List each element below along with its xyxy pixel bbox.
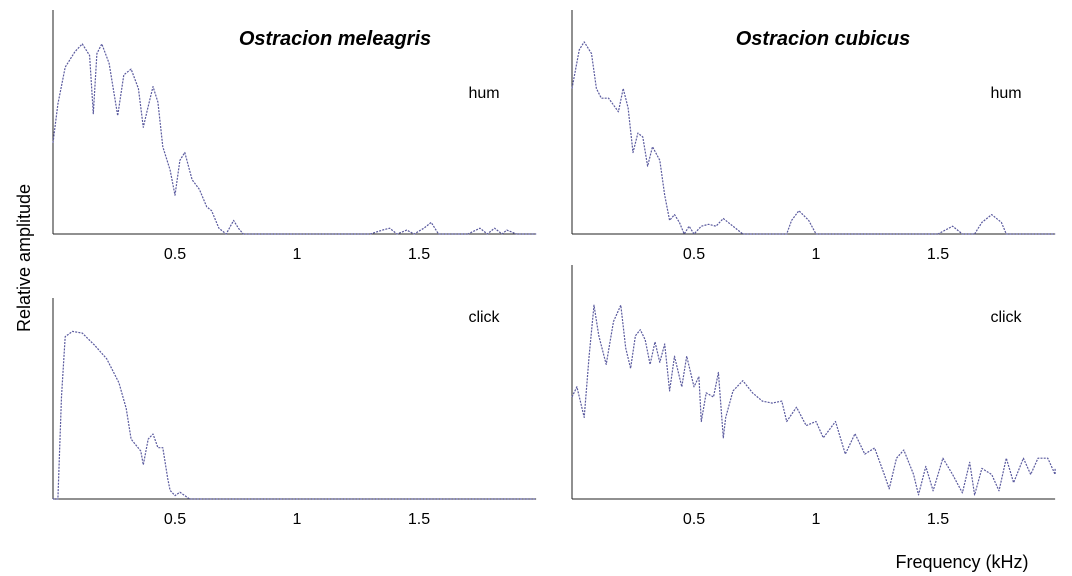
spectrum-line xyxy=(571,304,1056,496)
x-tick-label: 1.5 xyxy=(927,246,949,263)
x-tick-label: 1.5 xyxy=(408,511,430,528)
panel-label: click xyxy=(990,309,1022,326)
x-tick-label: 1.5 xyxy=(927,511,949,528)
panel-meleagris-click: click 0.5 1 1.5 xyxy=(52,298,537,528)
panel-title: Ostracion meleagris xyxy=(239,28,431,50)
x-tick-label: 0.5 xyxy=(164,511,186,528)
panel-label: hum xyxy=(468,85,499,102)
spectrum-line xyxy=(53,330,537,500)
panel-label: click xyxy=(468,309,500,326)
x-tick-label: 0.5 xyxy=(164,246,186,263)
x-tick-label: 0.5 xyxy=(683,246,705,263)
x-tick-label: 1 xyxy=(293,511,302,528)
panel-cubicus-hum: Ostracion cubicus hum 0.5 1 1.5 xyxy=(571,10,1056,263)
panel-title: Ostracion cubicus xyxy=(736,28,911,50)
x-tick-label: 1 xyxy=(293,246,302,263)
x-tick-label: 1.5 xyxy=(408,246,430,263)
panel-meleagris-hum: Ostracion meleagris hum 0.5 1 1.5 xyxy=(52,10,537,263)
x-tick-label: 1 xyxy=(812,246,821,263)
x-axis-title: Frequency (kHz) xyxy=(895,552,1028,572)
panel-label: hum xyxy=(990,85,1021,102)
x-tick-label: 1 xyxy=(812,511,821,528)
y-axis-title: Relative amplitude xyxy=(14,184,34,332)
spectrum-line xyxy=(571,41,1056,235)
x-tick-label: 0.5 xyxy=(683,511,705,528)
spectrum-line xyxy=(52,43,537,235)
panel-cubicus-click: click 0.5 1 1.5 xyxy=(571,265,1056,528)
